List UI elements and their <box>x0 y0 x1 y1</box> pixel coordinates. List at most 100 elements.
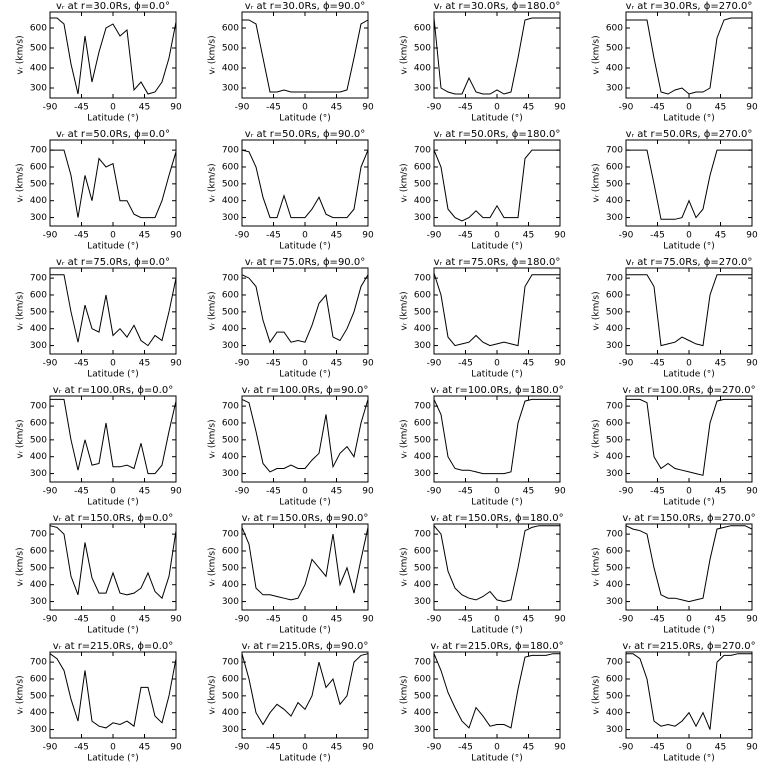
y-tick-label: 500 <box>414 691 431 701</box>
y-tick-label: 600 <box>222 24 239 34</box>
x-axis-label: Latitude (°) <box>471 626 522 636</box>
data-line <box>626 398 752 476</box>
y-tick-label: 400 <box>414 708 431 718</box>
data-line <box>626 274 752 347</box>
x-tick-label: 90 <box>554 743 566 753</box>
x-axis-label: Latitude (°) <box>471 242 522 252</box>
data-line <box>50 149 177 219</box>
x-tick-label: 0 <box>494 103 500 113</box>
x-tick-label: -90 <box>235 487 250 497</box>
y-tick-label: 300 <box>414 469 431 479</box>
y-tick-label: 400 <box>414 452 431 462</box>
chart-title: vᵣ at r=75.0Rs, ϕ=0.0° <box>56 257 170 268</box>
y-tick-label: 600 <box>414 290 431 300</box>
x-tick-label: -45 <box>650 359 665 369</box>
y-axis-label: vᵣ (km/s) <box>592 419 602 458</box>
x-tick-label: 90 <box>746 487 758 497</box>
y-axis-label: vᵣ (km/s) <box>208 291 218 330</box>
x-tick-label: -45 <box>266 743 281 753</box>
x-axis-label: Latitude (°) <box>87 754 138 764</box>
x-tick-label: 0 <box>302 359 308 369</box>
x-tick-label: 90 <box>746 743 758 753</box>
y-tick-label: 300 <box>30 341 47 351</box>
y-tick-label: 500 <box>222 179 239 189</box>
y-tick-label: 600 <box>30 418 47 428</box>
plot-frame <box>49 395 177 483</box>
x-tick-label: -90 <box>235 615 250 625</box>
y-tick-label: 400 <box>222 452 239 462</box>
y-tick-label: 400 <box>606 452 623 462</box>
y-tick-label: 400 <box>606 708 623 718</box>
x-tick-label: -90 <box>619 743 634 753</box>
y-tick-label: 500 <box>222 44 239 54</box>
y-tick-label: 300 <box>606 341 623 351</box>
x-tick-label: 45 <box>523 615 534 625</box>
x-tick-label: 45 <box>331 103 342 113</box>
y-axis-label: vᵣ (km/s) <box>400 291 410 330</box>
x-tick-label: -45 <box>458 615 473 625</box>
y-axis-label: vᵣ (km/s) <box>400 419 410 458</box>
y-tick-label: 300 <box>414 341 431 351</box>
y-tick-label: 500 <box>606 44 623 54</box>
y-tick-label: 700 <box>414 402 431 412</box>
x-axis-label: Latitude (°) <box>87 626 138 636</box>
y-tick-label: 600 <box>30 162 47 172</box>
y-tick-label: 500 <box>414 44 431 54</box>
x-tick-label: -45 <box>650 487 665 497</box>
x-tick-label: -45 <box>74 615 89 625</box>
y-tick-label: 400 <box>606 64 623 74</box>
x-tick-label: 90 <box>170 743 182 753</box>
x-axis-label: Latitude (°) <box>663 498 714 508</box>
x-tick-label: 45 <box>139 359 150 369</box>
plot-frame <box>433 267 561 355</box>
x-tick-label: -90 <box>619 103 634 113</box>
x-tick-label: 0 <box>302 743 308 753</box>
x-tick-label: -45 <box>266 359 281 369</box>
y-tick-label: 700 <box>222 530 239 540</box>
y-tick-label: 700 <box>606 274 623 284</box>
x-tick-label: 0 <box>686 743 692 753</box>
x-axis-label: Latitude (°) <box>87 242 138 252</box>
x-tick-label: 45 <box>715 487 726 497</box>
x-tick-label: 0 <box>686 359 692 369</box>
chart-title: vᵣ at r=100.0Rs, ϕ=90.0° <box>242 385 369 396</box>
y-tick-label: 300 <box>222 84 239 94</box>
chart-title: vᵣ at r=75.0Rs, ϕ=270.0° <box>626 257 753 268</box>
y-tick-label: 500 <box>30 435 47 445</box>
plot-frame <box>433 139 561 227</box>
x-tick-label: 90 <box>746 231 758 241</box>
y-tick-label: 300 <box>222 597 239 607</box>
y-axis-label: vᵣ (km/s) <box>400 675 410 714</box>
plot-frame <box>433 651 561 739</box>
x-tick-label: -45 <box>458 359 473 369</box>
x-tick-label: 0 <box>686 487 692 497</box>
x-tick-label: -90 <box>235 359 250 369</box>
x-tick-label: 90 <box>362 231 374 241</box>
y-tick-label: 700 <box>222 658 239 668</box>
y-tick-label: 600 <box>414 674 431 684</box>
data-line <box>433 17 560 95</box>
x-axis-label: Latitude (°) <box>663 754 714 764</box>
y-axis-label: vᵣ (km/s) <box>208 35 218 74</box>
y-tick-label: 300 <box>414 597 431 607</box>
plot-frame <box>241 395 369 483</box>
y-tick-label: 700 <box>30 658 47 668</box>
data-line <box>626 653 752 730</box>
x-tick-label: -45 <box>650 615 665 625</box>
x-axis-label: Latitude (°) <box>279 370 330 380</box>
plot-frame <box>625 395 753 483</box>
y-tick-label: 300 <box>414 84 431 94</box>
chart-title: vᵣ at r=150.0Rs, ϕ=90.0° <box>242 513 369 524</box>
chart-title: vᵣ at r=150.0Rs, ϕ=270.0° <box>622 513 755 524</box>
x-tick-label: 45 <box>523 231 534 241</box>
y-tick-label: 700 <box>606 658 623 668</box>
y-tick-label: 700 <box>414 274 431 284</box>
data-line <box>625 525 753 603</box>
y-axis-label: vᵣ (km/s) <box>592 163 602 202</box>
x-tick-label: 45 <box>331 743 342 753</box>
y-tick-label: 300 <box>30 84 47 94</box>
y-tick-label: 600 <box>30 24 47 34</box>
x-tick-label: 90 <box>362 615 374 625</box>
x-tick-label: 0 <box>302 231 308 241</box>
